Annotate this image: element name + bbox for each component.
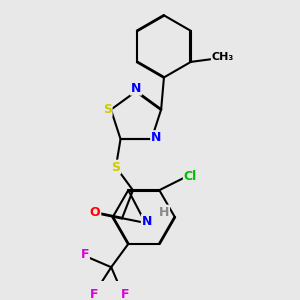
Text: N: N — [151, 131, 161, 144]
Text: F: F — [90, 288, 98, 300]
Text: N: N — [142, 215, 152, 228]
Text: S: S — [111, 160, 120, 173]
Text: O: O — [90, 206, 101, 218]
Text: CH₃: CH₃ — [212, 52, 234, 62]
Text: F: F — [81, 248, 89, 261]
Text: N: N — [131, 82, 141, 95]
Text: S: S — [103, 103, 112, 116]
Text: H: H — [159, 206, 169, 218]
Text: Cl: Cl — [184, 170, 197, 183]
Text: F: F — [121, 288, 129, 300]
